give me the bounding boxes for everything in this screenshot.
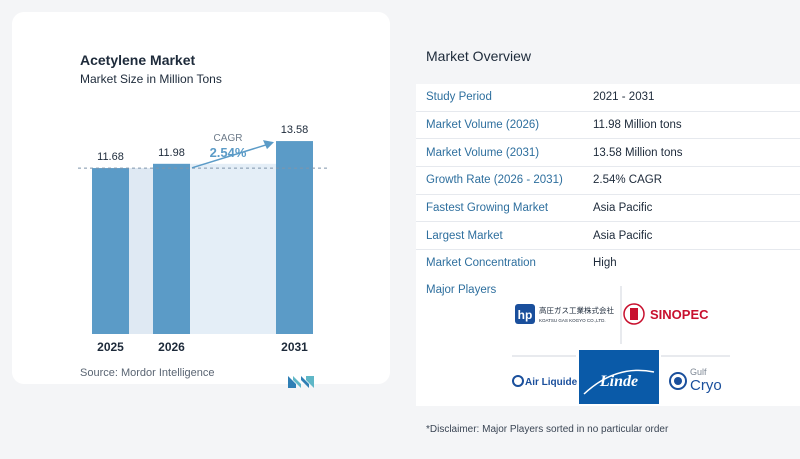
gap-band — [129, 168, 153, 334]
x-tick-2025: 2025 — [97, 340, 124, 354]
overview-title: Market Overview — [426, 48, 532, 64]
overview-row: Largest Market Asia Pacific — [416, 222, 800, 251]
overview-row-value: Asia Pacific — [593, 229, 653, 242]
overview-row-value: 2.54% CAGR — [593, 174, 663, 187]
koatsu-gas-name-jp: 高圧ガス工業株式会社 — [539, 305, 614, 315]
bar-2026 — [153, 163, 190, 334]
overview-row: Study Period 2021 - 2031 — [416, 84, 800, 112]
air-liquide-name: Air Liquide — [525, 377, 578, 388]
major-players-title: Major Players — [426, 284, 497, 296]
mordor-intelligence-logo-icon — [288, 376, 314, 388]
overview-row-key: Growth Rate (2026 - 2031) — [426, 174, 563, 187]
data-label-2031: 13.58 — [281, 124, 309, 136]
cagr-band — [190, 163, 276, 334]
overview-row-key: Market Volume (2031) — [426, 146, 540, 159]
x-tick-2031: 2031 — [281, 340, 308, 354]
sinopec-logo-icon — [623, 303, 645, 325]
disclaimer-text: *Disclaimer: Major Players sorted in no … — [426, 424, 669, 435]
data-label-2026: 11.98 — [158, 147, 185, 159]
linde-name: Linde — [599, 373, 638, 390]
overview-row-value: 13.58 Million tons — [593, 146, 683, 159]
gulf-cryo-name-2: Cryo — [690, 377, 722, 394]
cagr-arrow-head-icon — [263, 140, 274, 150]
cagr-arrow-line — [191, 142, 273, 169]
overview-row-value: 11.98 Million tons — [593, 119, 682, 132]
overview-row-key: Study Period — [426, 91, 492, 104]
x-tick-2026: 2026 — [158, 340, 185, 354]
koatsu-gas-name-en: KOATSU GAS KOGYO CO.,LTD. — [539, 318, 606, 323]
chart-subtitle: Market Size in Million Tons — [80, 72, 222, 86]
cagr-label: CAGR — [214, 133, 243, 144]
chart-title: Acetylene Market — [80, 52, 196, 68]
sinopec-name: SINOPEC — [650, 307, 709, 322]
overview-row: Fastest Growing Market Asia Pacific — [416, 194, 800, 223]
overview-row-value: 2021 - 2031 — [593, 91, 655, 104]
overview-row-key: Fastest Growing Market — [426, 202, 549, 215]
players-logos: hp 高圧ガス工業株式会社 KOATSU GAS KOGYO CO.,LTD. … — [512, 286, 730, 404]
cagr-value: 2.54% — [210, 145, 247, 160]
chart-card: Acetylene Market Market Size in Million … — [12, 12, 390, 388]
overview-row-value: Asia Pacific — [593, 202, 653, 215]
overview-row-key: Largest Market — [426, 229, 503, 242]
bar-2025 — [92, 168, 129, 334]
major-players-box: Major Players hp 高圧ガス工業株式会社 KOATSU GAS K… — [416, 272, 800, 406]
gulf-cryo-logo-icon — [669, 372, 687, 390]
overview-row: Market Volume (2026) 11.98 Million tons — [416, 111, 800, 140]
overview-row: Market Volume (2031) 13.58 Million tons — [416, 139, 800, 168]
linde-logo-icon — [579, 350, 659, 404]
data-label-2025: 11.68 — [97, 151, 124, 163]
gulf-cryo-name-1: Gulf — [690, 367, 707, 377]
bar-2031 — [276, 141, 313, 334]
source-text: Source: Mordor Intelligence — [80, 367, 215, 379]
overview-table: Study Period 2021 - 2031 Market Volume (20… — [416, 84, 800, 278]
market-overview-panel: Market Overview Study Period 2021 - 2031 M… — [416, 0, 800, 459]
air-liquide-logo-icon — [512, 375, 524, 387]
koatsu-gas-logo-icon: hp — [515, 304, 535, 324]
overview-row-key: Market Concentration — [426, 257, 536, 270]
overview-row: Growth Rate (2026 - 2031) 2.54% CAGR — [416, 167, 800, 195]
overview-row-value: High — [593, 257, 617, 270]
svg-text:hp: hp — [518, 308, 533, 322]
overview-row-key: Market Volume (2026) — [426, 119, 540, 132]
